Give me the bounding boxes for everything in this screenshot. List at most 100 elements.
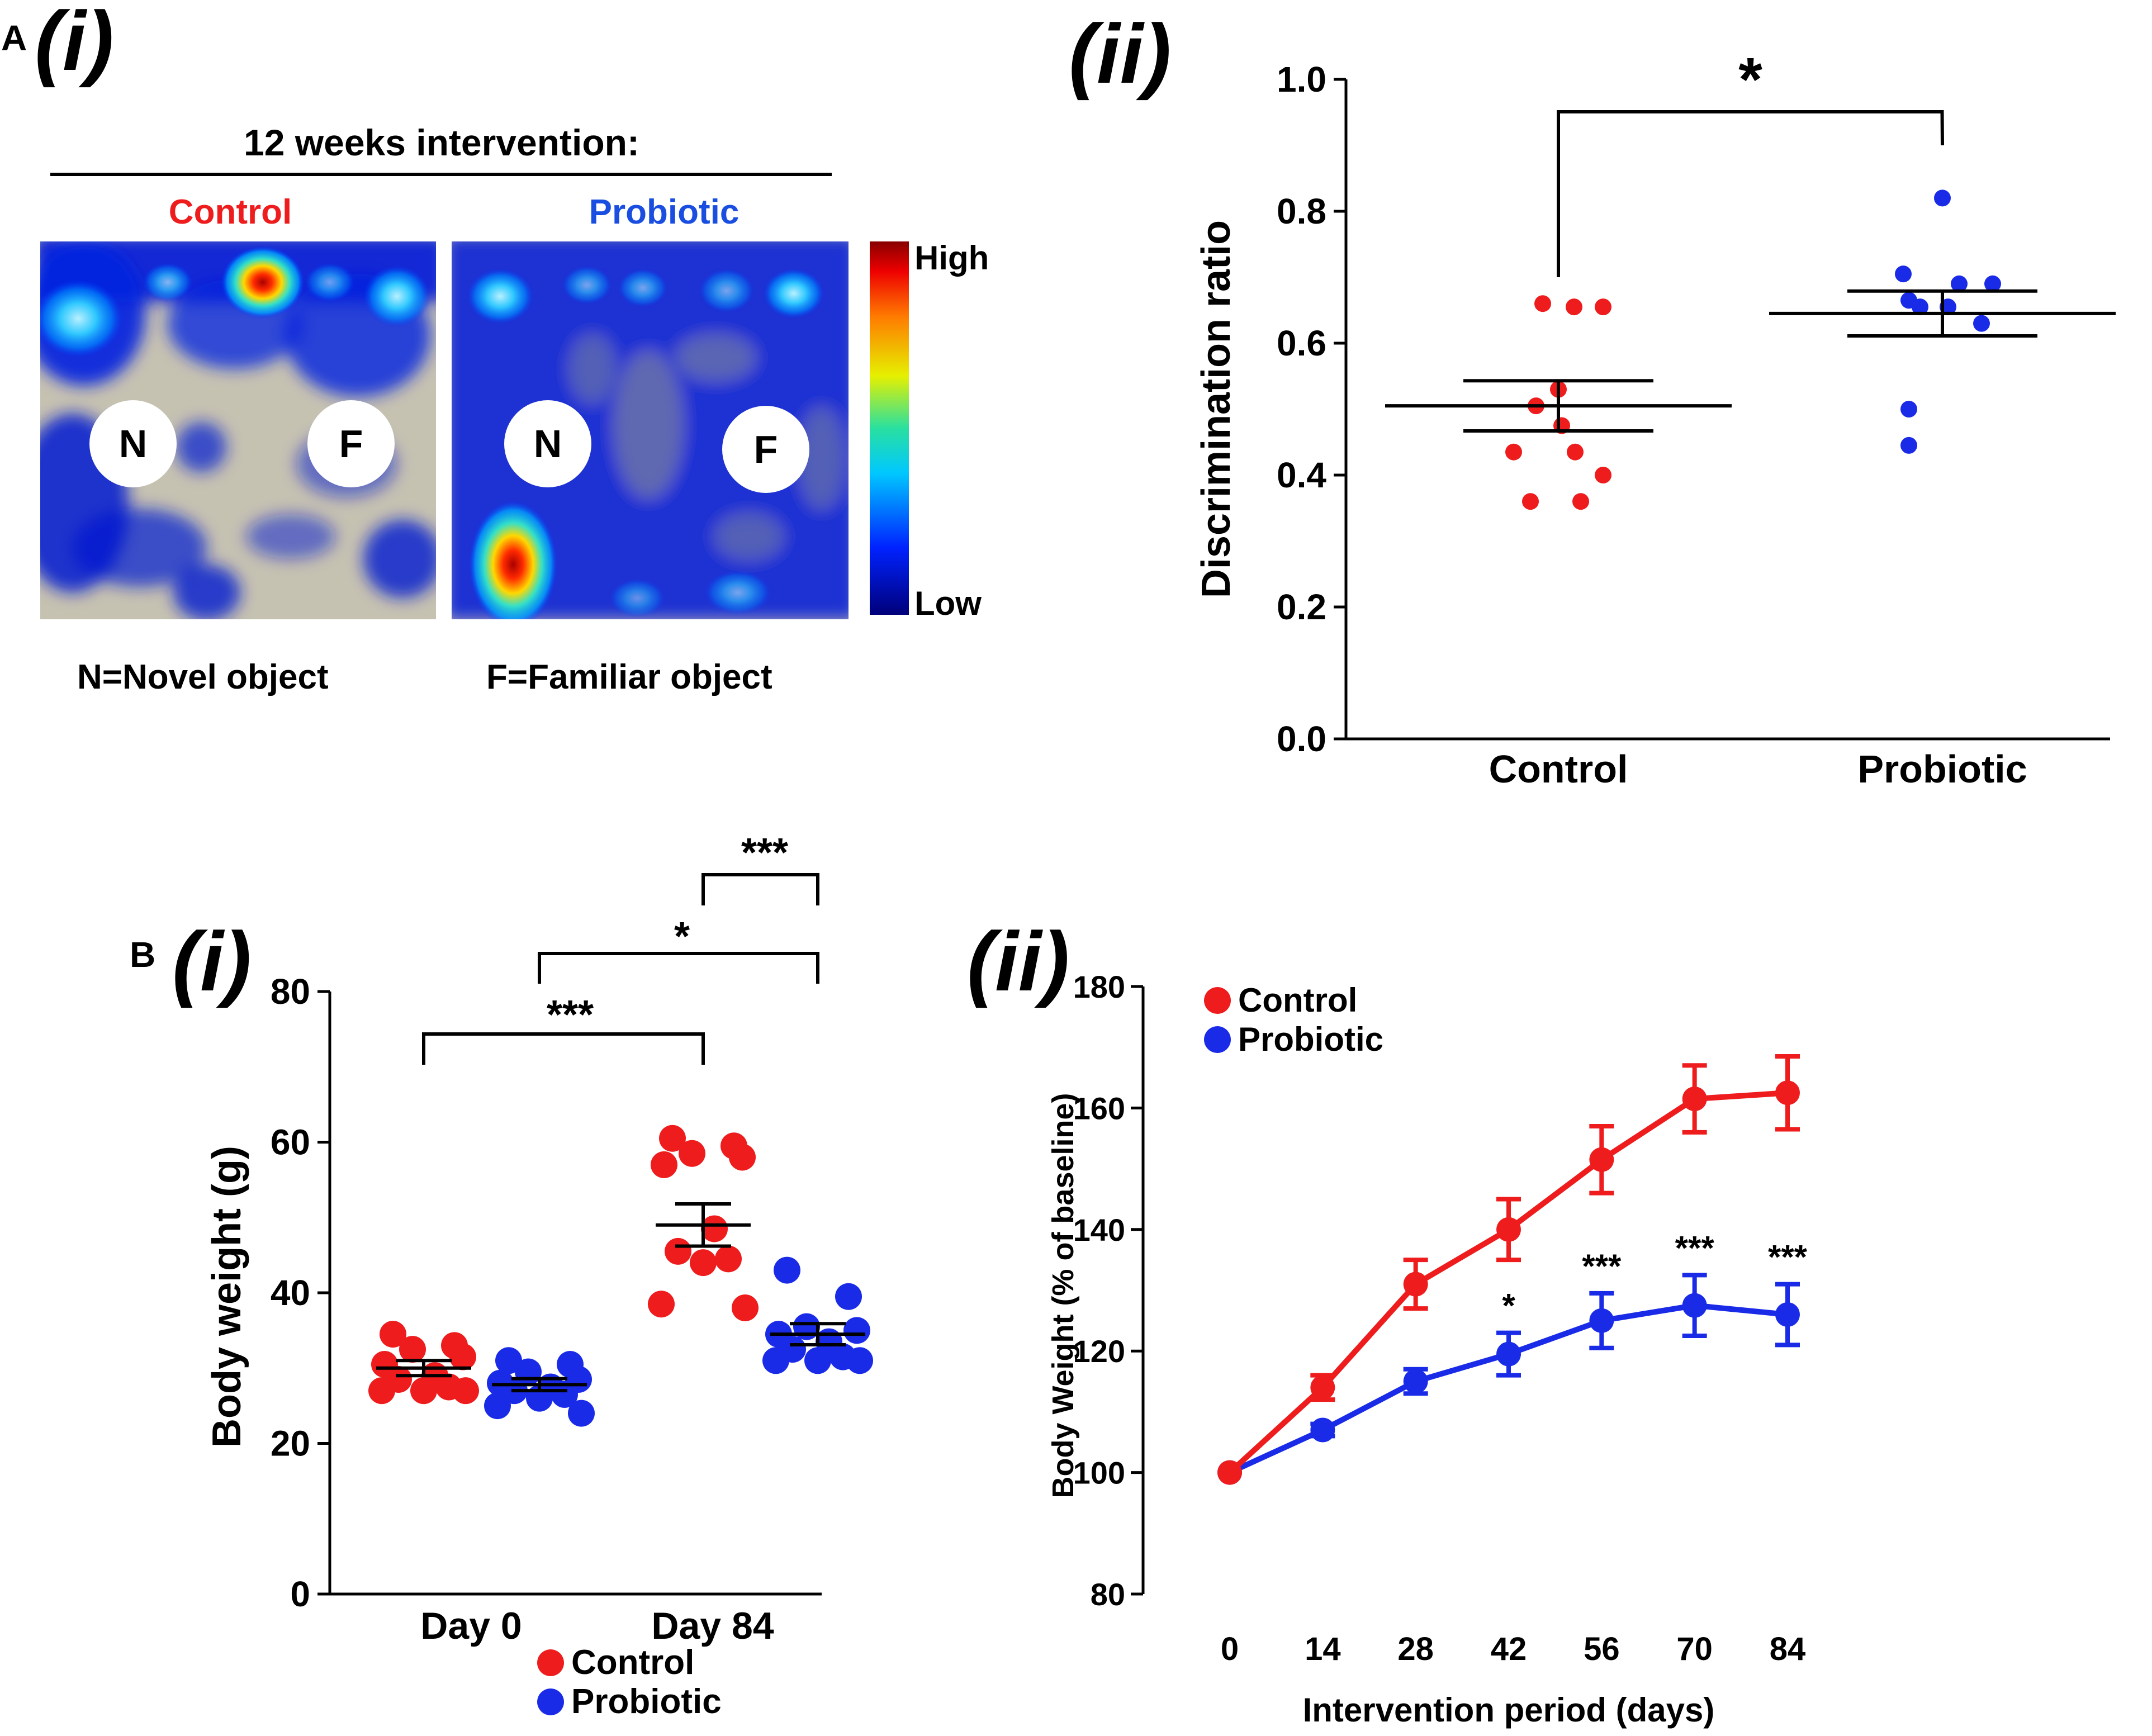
- data-point: [715, 1245, 742, 1273]
- data-point: [659, 1125, 686, 1152]
- significance-label: ***: [1675, 1229, 1715, 1267]
- familiar-marker-text-probiotic: F: [754, 428, 778, 471]
- legend-familiar-object: F=Familiar object: [486, 658, 772, 696]
- discrimination-ratio-chart: 0.0 0.2 0.4 0.6 0.8 1.0 Control Probiotic Discri…: [1194, 45, 2116, 791]
- significance-bracket: [701, 873, 819, 905]
- data-point: [793, 1313, 820, 1340]
- data-point: [1310, 1417, 1335, 1443]
- significance-bracket: [538, 952, 819, 984]
- data-point: [368, 1377, 395, 1405]
- heatmap-probiotic: N F: [452, 241, 849, 619]
- novel-object-marker-probiotic: [504, 400, 591, 487]
- data-point: [762, 1347, 789, 1374]
- y-tick-label: 0.0: [1277, 719, 1326, 759]
- data-point: [1534, 295, 1551, 312]
- data-point: [1403, 1272, 1428, 1297]
- y-tick-label: 160: [1073, 1090, 1125, 1126]
- significance-label: ***: [1582, 1248, 1622, 1285]
- legend-novel-object: N=Novel object: [77, 658, 329, 696]
- heatmap-probiotic-label: Probiotic: [589, 193, 740, 231]
- novel-object-marker-control: [89, 400, 177, 487]
- novel-marker-text-probiotic: N: [534, 422, 562, 466]
- data-point: [690, 1249, 717, 1277]
- data-point: [551, 1381, 578, 1408]
- data-point: [651, 1151, 677, 1178]
- panel-a-letter: A: [1, 18, 27, 58]
- heatmap-control: N F: [40, 241, 436, 619]
- data-point: [1496, 1341, 1521, 1367]
- y-tick-label: 120: [1073, 1334, 1125, 1369]
- y-tick-label: 0: [290, 1574, 310, 1614]
- data-point: [729, 1144, 756, 1171]
- y-tick-label: 100: [1073, 1455, 1125, 1491]
- y-axis-label: Body Weight (% of baseline): [1046, 1093, 1080, 1498]
- data-point: [1505, 443, 1522, 461]
- data-point: [648, 1291, 675, 1318]
- data-point: [1895, 265, 1912, 283]
- x-tick-label: 70: [1676, 1631, 1713, 1667]
- data-point: [1984, 275, 2001, 292]
- familiar-object-marker-probiotic: [722, 406, 809, 493]
- significance-bracket: [422, 1032, 705, 1065]
- x-category-label: Day 0: [420, 1605, 522, 1647]
- significance-bracket: [1557, 110, 1944, 277]
- data-point: [1682, 1087, 1707, 1112]
- y-tick-label: 80: [271, 971, 310, 1012]
- legend-marker: [537, 1649, 564, 1676]
- data-point: [1775, 1302, 1800, 1327]
- data-point: [804, 1347, 831, 1374]
- data-point: [846, 1347, 873, 1374]
- data-point: [399, 1336, 426, 1363]
- data-point: [380, 1321, 406, 1348]
- legend-label: Probiotic: [571, 1682, 722, 1721]
- x-tick-label: 0: [1221, 1631, 1239, 1667]
- data-point: [1589, 1308, 1614, 1333]
- y-tick-label: 40: [271, 1273, 310, 1313]
- significance-label: ***: [741, 831, 788, 875]
- y-tick-label: 140: [1073, 1212, 1125, 1248]
- data-point: [449, 1343, 476, 1370]
- panel-b-i-label: (i): [172, 914, 252, 1008]
- x-category-label: Control: [1489, 747, 1628, 791]
- data-point: [679, 1140, 705, 1167]
- data-point: [1900, 401, 1917, 418]
- data-point: [1775, 1080, 1800, 1106]
- panel-b-letter: B: [130, 935, 155, 975]
- y-tick-label: 0.8: [1277, 191, 1326, 231]
- data-point: [1567, 443, 1584, 461]
- legend-marker: [537, 1688, 564, 1715]
- familiar-object-marker-control: [307, 400, 395, 487]
- data-point: [452, 1377, 479, 1405]
- data-point: [774, 1256, 800, 1284]
- y-tick-label: 20: [271, 1424, 310, 1464]
- data-point: [1682, 1293, 1707, 1318]
- data-point: [410, 1377, 437, 1405]
- significance-label: *: [1738, 45, 1762, 114]
- y-tick-label: 0.2: [1277, 587, 1326, 627]
- panel-a-ii-label: (ii): [1069, 7, 1171, 101]
- data-point: [1572, 493, 1589, 510]
- heatmap-control-label: Control: [169, 193, 292, 231]
- data-point: [568, 1400, 595, 1427]
- data-point: [835, 1283, 862, 1310]
- x-tick-label: 14: [1305, 1631, 1341, 1667]
- legend-marker: [1204, 987, 1231, 1014]
- series-line: [1227, 1090, 1788, 1475]
- colorbar-high-label: High: [914, 239, 989, 277]
- familiar-marker-text-control: F: [339, 422, 363, 466]
- data-point: [1900, 437, 1917, 454]
- data-point: [1595, 467, 1611, 483]
- data-point: [665, 1237, 691, 1265]
- panel-b-ii-label: (ii): [967, 914, 1069, 1008]
- legend-label: Control: [571, 1643, 694, 1682]
- y-axis-label: Discrimination ratio: [1194, 220, 1239, 598]
- x-category-label: Day 84: [651, 1605, 774, 1647]
- x-tick-label: 84: [1770, 1631, 1806, 1667]
- body-weight-percent-chart: 80 100 120 140 160 180 0 14 28 42 56 70 84 Interventi…: [1046, 969, 1808, 1729]
- data-point: [1566, 298, 1582, 316]
- x-category-label: Probiotic: [1857, 747, 2027, 791]
- data-point: [1403, 1369, 1428, 1394]
- data-point: [1912, 298, 1928, 316]
